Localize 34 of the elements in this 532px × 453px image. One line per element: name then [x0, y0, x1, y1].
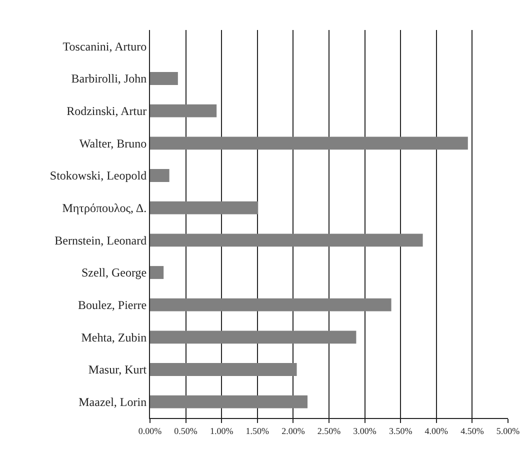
bar — [150, 201, 258, 214]
x-tick-label: 2.50% — [317, 426, 342, 436]
x-tick-label: 2.00% — [282, 426, 306, 436]
bar — [150, 72, 178, 85]
x-tick-label: 3.50% — [388, 426, 413, 436]
x-tick-label: 1.50% — [246, 426, 270, 436]
bar — [150, 136, 468, 150]
bar — [150, 330, 356, 344]
y-tick-label: Barbirolli, John — [71, 72, 147, 86]
x-tick-label: 4.00% — [424, 426, 449, 436]
bar — [150, 266, 164, 279]
y-tick-label: Szell, George — [82, 266, 147, 280]
y-tick-label: Boulez, Pierre — [78, 298, 147, 312]
bar — [150, 169, 170, 182]
y-tick-label: Bernstein, Leonard — [54, 233, 147, 248]
x-tick-label: 1.00% — [210, 426, 234, 436]
y-tick-label: Masur, Kurt — [88, 362, 148, 377]
x-tick-label: 4.50% — [460, 426, 484, 436]
y-tick-label: Toscanini, Arturo — [62, 39, 147, 54]
bar — [150, 298, 392, 312]
bar — [150, 395, 308, 408]
y-tick-label: Μητρόπουλος, Δ. — [62, 201, 147, 216]
y-tick-label: Stokowski, Leopold — [50, 168, 147, 183]
bar — [150, 234, 423, 247]
y-tick-label: Maazel, Lorin — [78, 395, 147, 410]
x-tick-label: 3.00% — [353, 426, 377, 436]
x-tick-label: 5.00% — [496, 426, 520, 436]
x-tick-label: 0.50% — [174, 426, 198, 436]
x-tick-label: 0.00% — [138, 426, 162, 436]
y-tick-label: Mehta, Zubin — [81, 330, 147, 344]
bar — [150, 104, 217, 118]
y-tick-label: Rodzinski, Artur — [66, 104, 147, 118]
bar — [150, 363, 297, 376]
y-tick-label: Walter, Bruno — [79, 136, 147, 150]
